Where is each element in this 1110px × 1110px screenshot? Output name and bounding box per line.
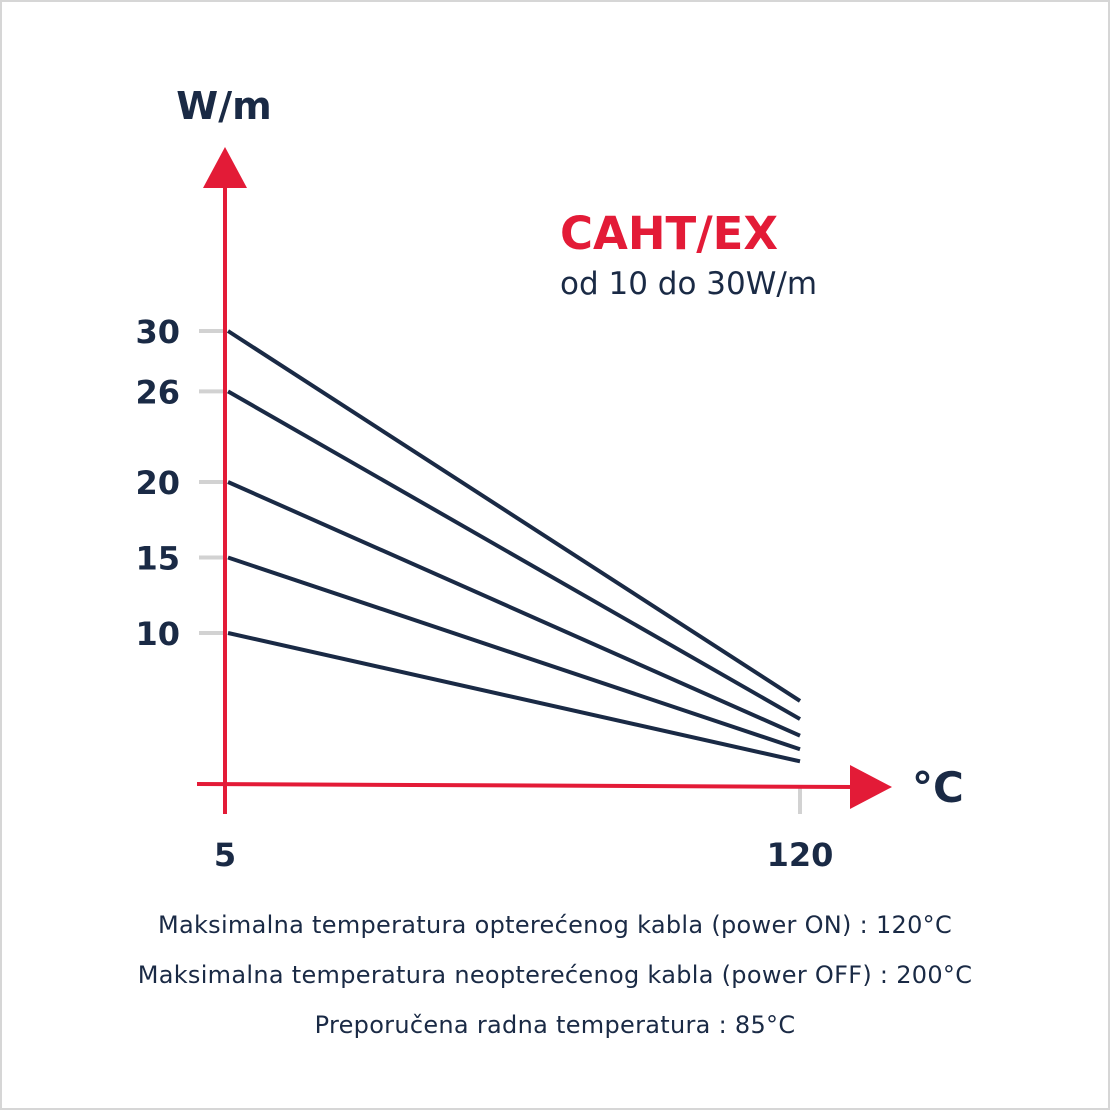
- y-tick-label: 30: [135, 313, 180, 351]
- y-tick-label: 10: [135, 615, 180, 653]
- temperature-notes: Maksimalna temperatura opterećenog kabla…: [2, 907, 1108, 1057]
- series-line-3: [227, 480, 801, 738]
- series-line-4: [227, 555, 801, 752]
- y-axis-arrowhead: [203, 147, 247, 188]
- product-subtitle: od 10 do 30W/m: [560, 266, 818, 302]
- series-line-5: [227, 631, 801, 764]
- y-axis-label: W/m: [176, 84, 271, 128]
- axis-labels: 30 26 20 15 10 5 120 W/m °C: [135, 84, 963, 874]
- product-title: CAHT/EX: [560, 207, 779, 260]
- tick-marks: [199, 329, 802, 814]
- y-tick-label: 20: [135, 464, 180, 502]
- series-line-2: [227, 389, 801, 721]
- series-line-1: [226, 329, 802, 703]
- y-tick-label: 15: [135, 540, 180, 578]
- note-recommended-temp: Preporučena radna temperatura : 85°C: [314, 1011, 796, 1039]
- x-axis-arrowhead: [850, 765, 892, 809]
- axes: [196, 147, 892, 814]
- y-tick-label: 26: [135, 373, 180, 411]
- note-max-temp-power-on: Maksimalna temperatura opterećenog kabla…: [157, 911, 953, 939]
- series-lines: [226, 329, 802, 764]
- x-tick-label: 120: [767, 836, 834, 874]
- x-axis-line: [196, 782, 855, 789]
- note-max-temp-power-off: Maksimalna temperatura neopterećenog kab…: [137, 961, 973, 989]
- x-axis-label: °C: [912, 763, 964, 812]
- x-tick-label: 5: [214, 836, 236, 874]
